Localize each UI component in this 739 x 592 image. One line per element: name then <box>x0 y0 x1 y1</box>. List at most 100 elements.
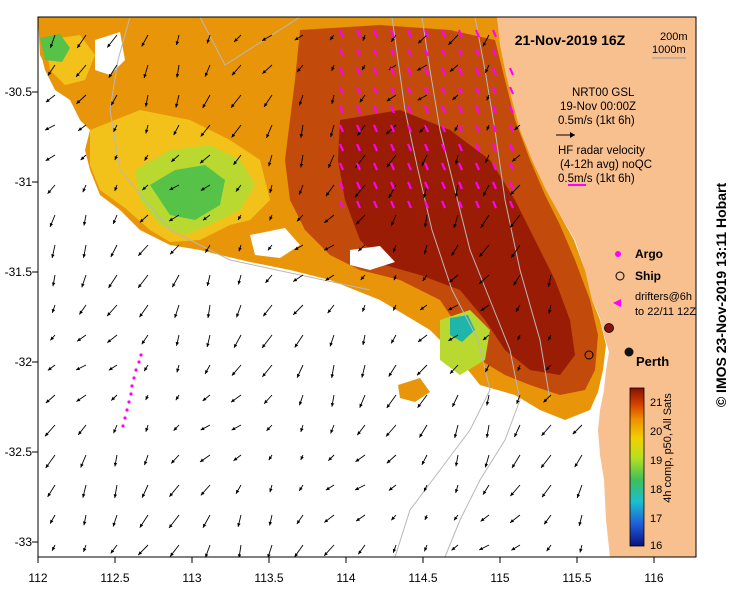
current-arrow <box>478 274 490 285</box>
hf-radar-arrow <box>355 105 362 114</box>
current-arrow <box>452 394 459 408</box>
current-arrow <box>296 514 304 525</box>
imos-credit: © IMOS 23-Nov-2019 13:11 Hobart <box>713 182 729 408</box>
hf-radar-arrow <box>508 124 515 133</box>
current-arrow <box>110 244 118 258</box>
current-arrow <box>204 64 211 77</box>
y-axis-labels: -30.5 -31 -31.5 -32 -32.5 -33 <box>5 85 33 549</box>
hf-radar-arrow <box>440 200 447 209</box>
current-arrow <box>361 334 366 346</box>
hf-radar-arrow <box>474 162 481 171</box>
hf-radar-arrow <box>338 124 345 133</box>
hf-radar-arrow <box>423 48 430 57</box>
hf-radar-arrow <box>508 143 515 152</box>
current-arrow <box>357 244 366 252</box>
current-arrow <box>233 334 242 349</box>
current-arrow <box>233 154 242 166</box>
hf-radar-arrow <box>372 48 379 57</box>
current-arrow <box>49 514 56 524</box>
current-arrow <box>449 64 459 72</box>
current-arrow <box>298 94 304 106</box>
hf-radar-arrow <box>491 200 498 209</box>
current-arrow <box>82 214 87 226</box>
current-arrow <box>579 544 583 553</box>
current-arrow <box>417 394 428 408</box>
x-tick-label: 113.5 <box>254 571 283 585</box>
hf-radar-arrow <box>440 143 447 152</box>
current-arrow <box>206 34 211 44</box>
current-arrow <box>262 304 273 317</box>
hf-radar-arrow <box>372 181 379 190</box>
current-arrow <box>511 454 521 469</box>
current-arrow <box>144 94 149 107</box>
current-arrow <box>390 334 397 344</box>
current-arrow <box>170 154 180 163</box>
current-arrow <box>361 64 366 71</box>
hf-radar-arrow <box>338 67 345 76</box>
current-arrow <box>206 334 211 348</box>
current-arrow <box>480 304 490 312</box>
current-arrow <box>386 394 397 409</box>
current-arrow <box>324 514 335 523</box>
current-arrow <box>325 484 335 491</box>
current-arrow <box>45 454 56 469</box>
current-arrow <box>540 454 552 469</box>
current-arrow <box>82 514 87 526</box>
current-arrow <box>509 514 521 524</box>
current-arrow <box>81 274 87 288</box>
current-arrow <box>200 184 211 191</box>
drifter-icon <box>613 299 621 307</box>
hf-radar-arrow <box>457 67 464 76</box>
land-mass <box>497 17 696 557</box>
hf-radar-arrow <box>389 200 396 209</box>
current-arrow <box>386 154 397 168</box>
current-arrow <box>546 544 552 552</box>
current-arrow <box>422 274 428 282</box>
hf-radar-arrow <box>423 124 430 133</box>
hf-radar-arrow <box>389 86 396 95</box>
current-arrow <box>424 514 428 521</box>
hf-radar-arrow <box>389 67 396 76</box>
current-arrow <box>113 454 118 467</box>
current-arrow <box>484 154 490 164</box>
hf-radar-arrow <box>372 200 379 209</box>
current-arrow <box>269 214 273 221</box>
hf-radar-arrow <box>423 181 430 190</box>
current-arrow <box>113 484 118 499</box>
current-arrow <box>174 304 180 319</box>
x-axis-labels: 112 112.5 113 113.5 114 114.5 115 115.5 … <box>28 571 663 585</box>
current-arrow <box>451 244 459 256</box>
current-arrow <box>486 124 490 131</box>
current-arrow <box>47 184 56 195</box>
current-arrow <box>416 364 428 376</box>
hf-radar-arrow <box>508 86 515 95</box>
current-arrow <box>296 64 304 73</box>
hf-radar-arrow <box>406 181 413 190</box>
hf-radar-arrow <box>406 29 413 38</box>
current-arrow <box>454 154 459 165</box>
current-arrow <box>417 94 428 101</box>
hf-radar-arrow <box>338 86 345 95</box>
current-arrow <box>108 274 118 289</box>
current-arrow <box>362 304 366 312</box>
x-tick-label: 113 <box>182 571 201 585</box>
hf-radar-arrow <box>406 48 413 57</box>
current-arrow <box>199 454 211 463</box>
current-arrow <box>299 154 304 168</box>
sst-scale-label: 0.5m/s (1kt 6h) <box>558 115 635 127</box>
hf-radar-arrow <box>389 29 396 38</box>
axis-ticks <box>32 91 655 563</box>
legend-argo-label: Argo <box>635 247 663 261</box>
hf-radar-arrow <box>406 200 413 209</box>
current-arrow <box>202 514 211 528</box>
hf-radar-arrow <box>440 67 447 76</box>
hf-radar-arrow <box>372 67 379 76</box>
hf-radar-line1: HF radar velocity <box>558 145 645 157</box>
current-arrow <box>175 34 180 46</box>
current-arrow <box>206 274 211 287</box>
current-arrow <box>45 94 56 103</box>
current-arrow <box>139 304 149 318</box>
current-arrow <box>75 364 87 371</box>
current-arrow <box>236 304 242 318</box>
current-arrow <box>173 424 180 431</box>
